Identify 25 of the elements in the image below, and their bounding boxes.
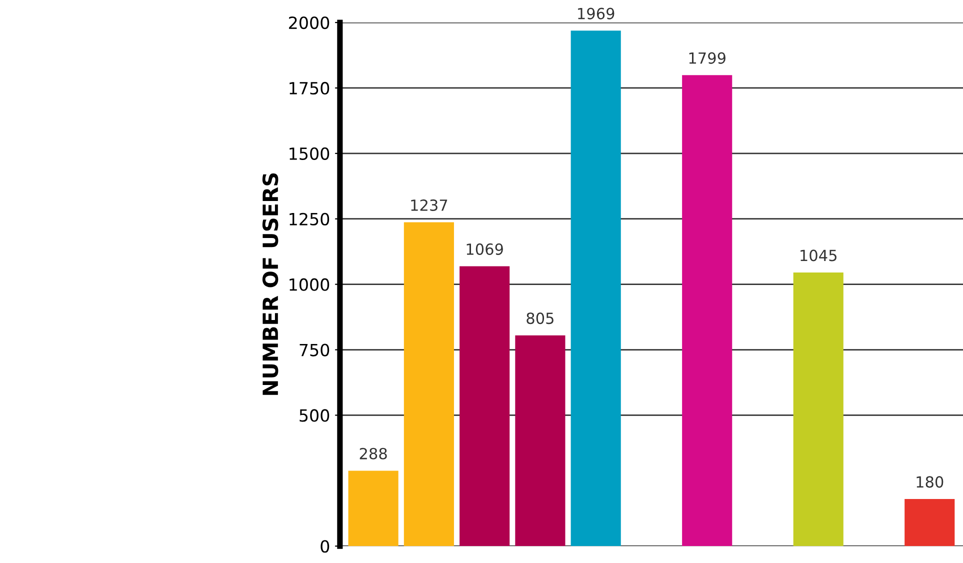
bar <box>570 30 621 546</box>
y-tick-label: 500 <box>300 409 330 422</box>
bar <box>682 75 732 546</box>
data-label: 180 <box>916 476 944 488</box>
data-label: 1237 <box>411 199 448 211</box>
y-tick-label: 750 <box>300 344 330 356</box>
bar <box>348 470 398 546</box>
data-label: 1045 <box>800 250 836 262</box>
bar <box>793 272 844 546</box>
data-label: 1799 <box>689 52 726 64</box>
y-tick-label: 0 <box>320 540 330 553</box>
bar <box>404 222 454 546</box>
y-axis-title: NUMBER OF USERS <box>262 173 278 395</box>
y-tick-label: 1000 <box>290 278 330 291</box>
data-label: 1969 <box>578 8 614 20</box>
y-tick-label: 2000 <box>289 16 330 30</box>
bar <box>460 266 510 546</box>
y-tick-label: 1750 <box>290 82 330 95</box>
bar <box>904 498 955 546</box>
bar <box>515 335 566 546</box>
data-label: 1069 <box>466 243 503 255</box>
y-tick-label: 1250 <box>290 212 330 226</box>
data-label: 805 <box>526 312 554 324</box>
data-label: 288 <box>360 448 387 460</box>
y-tick-label: 1500 <box>290 147 330 160</box>
